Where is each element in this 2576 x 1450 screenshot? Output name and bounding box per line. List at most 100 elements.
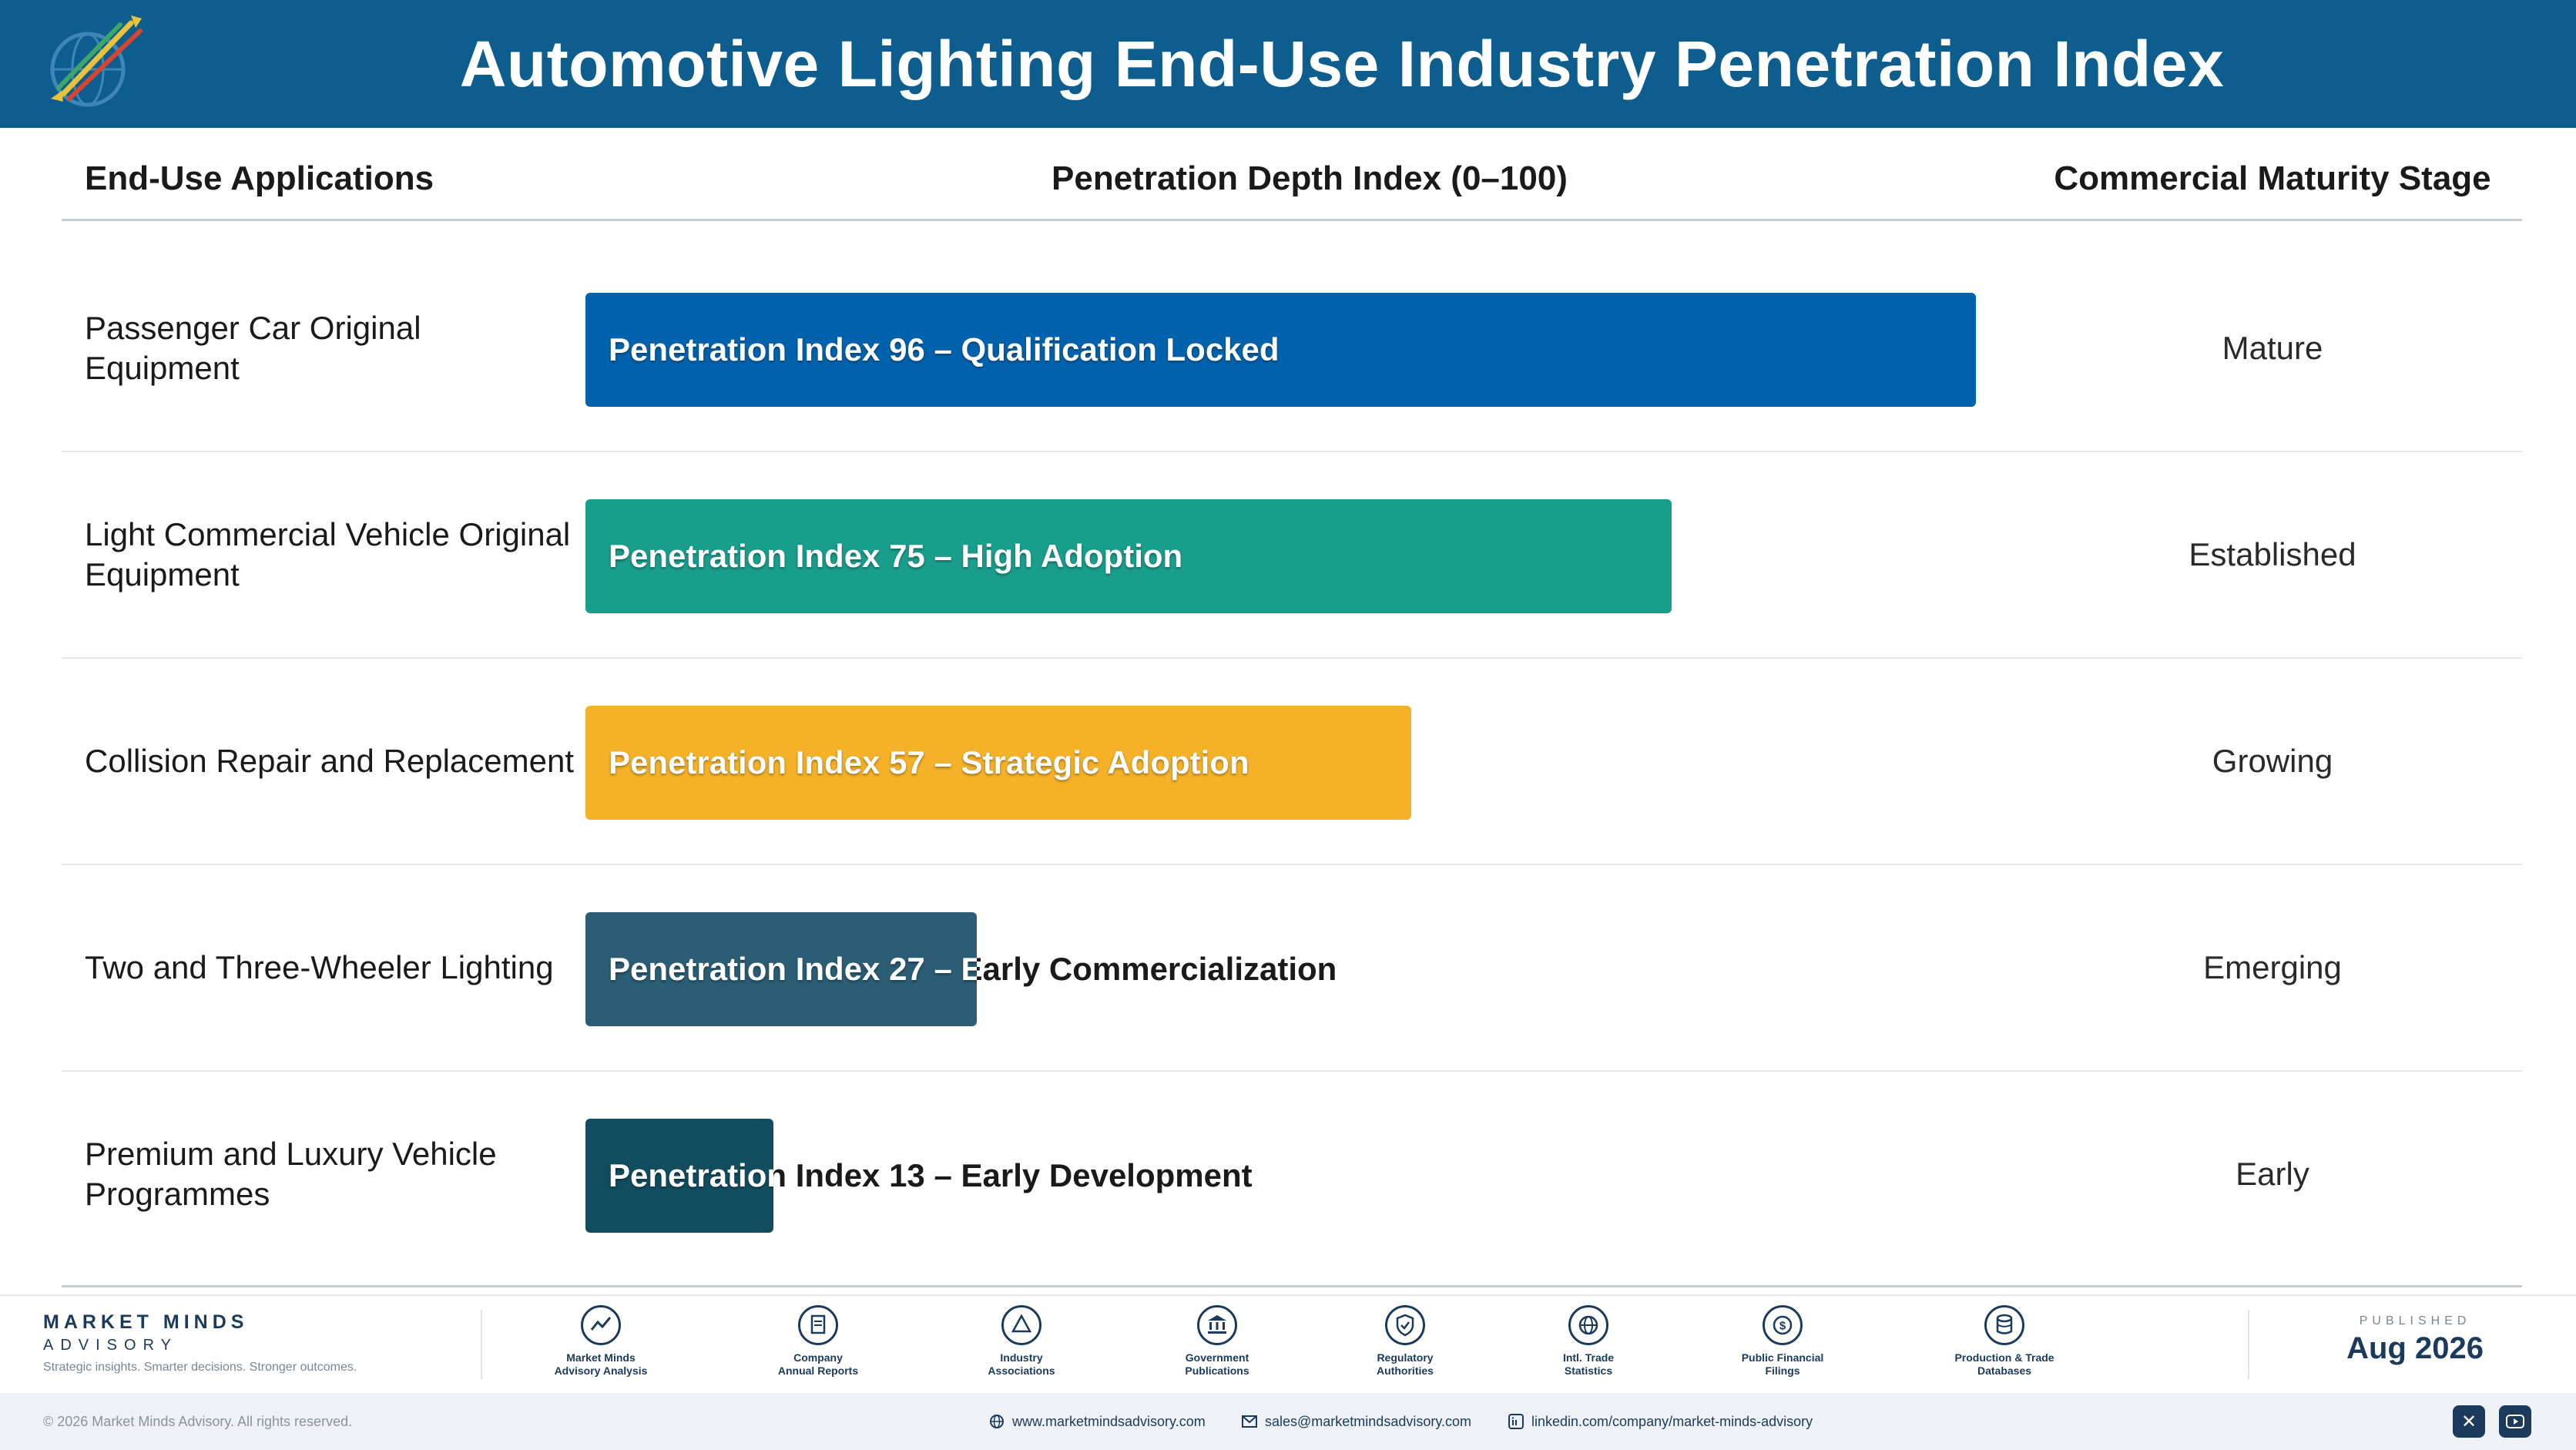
website-text: www.marketmindsadvisory.com — [1012, 1413, 1206, 1429]
column-header-applications: End-Use Applications — [85, 159, 434, 197]
bar-value-label-overlay: Penetration Index 75 – High Adoption — [585, 499, 1672, 613]
trend-icon — [581, 1305, 621, 1345]
source-item: Market Minds Advisory Analysis — [532, 1305, 670, 1378]
source-label-line1: Government — [1185, 1351, 1249, 1364]
source-label: Industry Associations — [952, 1351, 1091, 1378]
row-divider — [62, 864, 2522, 865]
source-label-line1: Production & Trade — [1954, 1351, 2054, 1364]
source-label-line2: Publications — [1185, 1364, 1249, 1377]
source-label-line2: Advisory Analysis — [554, 1364, 648, 1377]
network-icon — [1001, 1305, 1041, 1345]
youtube-social-icon[interactable] — [2499, 1405, 2531, 1438]
bar-track: Penetration Index 75 – High Adoption Pene… — [585, 451, 2034, 658]
coin-icon: $ — [1763, 1305, 1803, 1345]
linkedin-link[interactable]: linkedin.com/company/market-minds-adviso… — [1508, 1393, 1813, 1450]
database-icon — [1984, 1305, 2024, 1345]
footer-divider — [2248, 1310, 2249, 1379]
application-label: Collision Repair and Replacement — [85, 743, 575, 779]
bar-track: Penetration Index 27 – Early Commerciali… — [585, 864, 2034, 1071]
footer-divider — [481, 1310, 482, 1379]
source-item: Production & Trade Databases — [1935, 1305, 2074, 1378]
penetration-bar — [585, 499, 1672, 613]
penetration-bar — [585, 1119, 773, 1233]
shield-icon — [1385, 1305, 1425, 1345]
source-item: Intl. Trade Statistics — [1519, 1305, 1658, 1378]
table-row: Collision Repair and Replacement Penetrat… — [62, 658, 2522, 864]
globe-icon — [1568, 1305, 1608, 1345]
table-row: Passenger Car Original Equipment Penetrat… — [62, 245, 2522, 451]
brand-tagline: Strategic insights. Smarter decisions. S… — [43, 1361, 357, 1374]
source-label-line1: Company — [793, 1351, 843, 1364]
bar-value-label: Penetration Index 27 – Early Commerciali… — [609, 951, 1337, 987]
bar-value-label: Penetration Index 75 – High Adoption — [609, 538, 1183, 574]
penetration-bar — [585, 706, 1411, 820]
bar-track: Penetration Index 13 – Early Development… — [585, 1071, 2034, 1277]
copyright: © 2026 Market Minds Advisory. All rights… — [43, 1413, 353, 1429]
bar-value-label-inside: Penetration Index 96 – Qualification Loc… — [609, 331, 1280, 368]
source-item: Regulatory Authorities — [1336, 1305, 1474, 1378]
published-block: PUBLISHED Aug 2026 — [2346, 1314, 2484, 1366]
page-title: Automotive Lighting End-Use Industry Pen… — [459, 27, 2225, 100]
bar-value-label-overlay: Penetration Index 96 – Qualification Loc… — [585, 293, 1976, 407]
email-link[interactable]: sales@marketmindsadvisory.com — [1242, 1393, 1471, 1450]
maturity-stage-label: Mature — [2222, 330, 2323, 366]
source-item: Company Annual Reports — [749, 1305, 887, 1378]
source-label-line1: Market Minds — [566, 1351, 636, 1364]
logo-icon — [50, 15, 143, 107]
maturity-stage-label: Established — [2189, 536, 2356, 572]
brand-name: MARKET MINDS — [43, 1311, 249, 1333]
row-divider — [62, 657, 2522, 659]
source-label: Government Publications — [1148, 1351, 1286, 1378]
header-divider — [62, 219, 2522, 221]
source-label-line2: Databases — [1977, 1364, 2032, 1377]
linkedin-text: linkedin.com/company/market-minds-adviso… — [1531, 1413, 1813, 1429]
bar-value-label-overlay: Penetration Index 13 – Early Development — [585, 1119, 773, 1233]
bar-value-label: Penetration Index 96 – Qualification Loc… — [609, 331, 1280, 368]
source-label-line2: Authorities — [1377, 1364, 1434, 1377]
application-label: Premium and Luxury Vehicle Programmes — [85, 1136, 497, 1212]
email-text: sales@marketmindsadvisory.com — [1265, 1413, 1472, 1429]
table-row: Light Commercial Vehicle Original Equipm… — [62, 451, 2522, 658]
table-bottom-divider — [62, 1285, 2522, 1287]
bar-track: Penetration Index 57 – Strategic Adoptio… — [585, 658, 2034, 864]
published-kicker: PUBLISHED — [2359, 1314, 2471, 1327]
bar-value-label-overlay: Penetration Index 57 – Strategic Adoptio… — [585, 706, 1411, 820]
website-link[interactable]: www.marketmindsadvisory.com — [989, 1393, 1206, 1450]
column-header-maturity: Commercial Maturity Stage — [2054, 159, 2491, 197]
application-label: Two and Three-Wheeler Lighting — [85, 949, 554, 985]
maturity-stage-label: Growing — [2212, 743, 2333, 779]
source-label-line1: Public Financial — [1741, 1351, 1824, 1364]
application-label: Light Commercial Vehicle Original Equipm… — [85, 516, 571, 592]
penetration-bar — [585, 293, 1976, 407]
x-social-icon[interactable]: ✕ — [2453, 1405, 2485, 1438]
maturity-stage-label: Early — [2236, 1156, 2309, 1192]
source-label-line1: Intl. Trade — [1562, 1351, 1615, 1364]
source-label-line2: Filings — [1765, 1364, 1800, 1377]
published-date: Aug 2026 — [2346, 1331, 2484, 1365]
source-label: Public Financial Filings — [1713, 1351, 1852, 1378]
bar-value-label: Penetration Index 57 – Strategic Adoptio… — [609, 744, 1249, 780]
bar-value-label-inside: Penetration Index 27 – Early Commerciali… — [609, 951, 977, 987]
brand-subtitle: ADVISORY — [43, 1337, 178, 1354]
row-divider — [62, 1070, 2522, 1072]
source-item: $ Public Financial Filings — [1713, 1305, 1852, 1378]
svg-text:$: $ — [1779, 1320, 1786, 1333]
source-item: Government Publications — [1148, 1305, 1286, 1378]
table-row: Two and Three-Wheeler Lighting Penetratio… — [62, 864, 2522, 1071]
bottom-bar: © 2026 Market Minds Advisory. All rights… — [0, 1393, 2576, 1450]
column-header-penetration: Penetration Depth Index (0–100) — [1052, 159, 1568, 197]
source-label-line2: Annual Reports — [777, 1364, 859, 1377]
bar-value-label-overlay: Penetration Index 27 – Early Commerciali… — [585, 912, 977, 1026]
source-label: Company Annual Reports — [749, 1351, 887, 1378]
bar-track: Penetration Index 96 – Qualification Loc… — [585, 245, 2034, 451]
document-icon — [798, 1305, 838, 1345]
source-label-line2: Statistics — [1564, 1364, 1613, 1377]
header-banner: Automotive Lighting End-Use Industry Pen… — [0, 0, 2576, 128]
source-label: Intl. Trade Statistics — [1519, 1351, 1658, 1378]
penetration-bar — [585, 912, 977, 1026]
source-label: Market Minds Advisory Analysis — [532, 1351, 670, 1378]
government-building-icon — [1197, 1305, 1237, 1345]
source-label: Regulatory Authorities — [1336, 1351, 1474, 1378]
application-label: Passenger Car Original Equipment — [85, 310, 421, 386]
source-label-line1: Regulatory — [1377, 1351, 1434, 1364]
